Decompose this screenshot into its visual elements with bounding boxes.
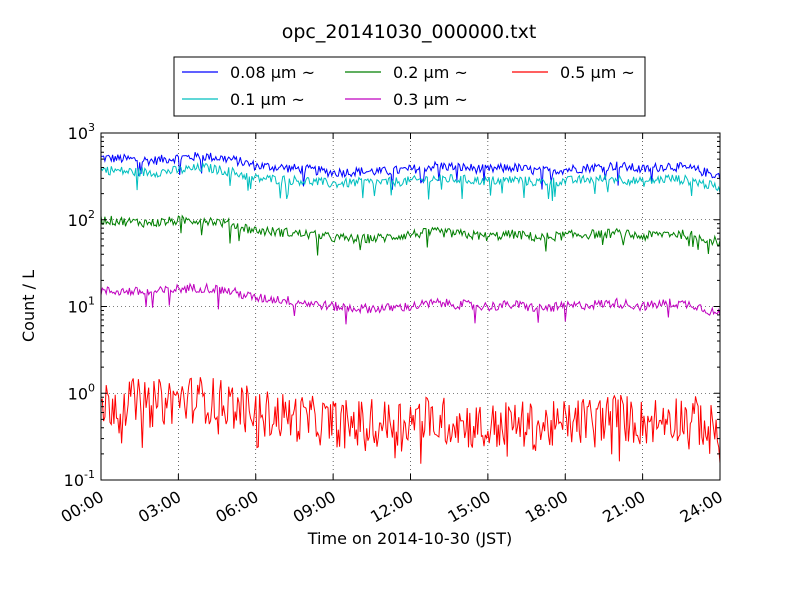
y-tick-base: 10 <box>68 384 88 403</box>
x-tick-labels: 00:00 03:00 06:00 09:00 12:00 15:00 18:00 21:00… <box>58 487 726 527</box>
series-line <box>100 214 721 256</box>
y-tick-exponent: 3 <box>88 121 95 134</box>
series-line <box>100 282 721 325</box>
chart-title: opc_20141030_000000.txt <box>282 21 537 43</box>
x-tick-label: 09:00 <box>290 487 339 527</box>
x-tick-label: 12:00 <box>367 487 416 527</box>
series-line <box>100 377 721 464</box>
legend-box <box>173 56 646 117</box>
legend-label: 0.08 μm ~ <box>230 63 315 82</box>
y-tick-exponent: 2 <box>88 208 95 221</box>
legend-label: 0.2 μm ~ <box>393 63 468 82</box>
legend-label: 0.5 μm ~ <box>560 63 635 82</box>
series-lines <box>100 152 721 464</box>
legend-label: 0.3 μm ~ <box>393 90 468 109</box>
y-tick-label: 101 <box>68 295 95 317</box>
x-axis-label: Time on 2014-10-30 (JST) <box>307 529 512 548</box>
y-tick-base: 10 <box>68 124 88 143</box>
y-tick-label: 103 <box>68 121 95 143</box>
y-tick-label: 102 <box>68 208 95 230</box>
y-tick-base: 10 <box>64 471 84 490</box>
series-line <box>100 152 721 190</box>
y-tick-exponent: 0 <box>88 381 95 394</box>
series-line <box>100 161 721 202</box>
x-tick-label: 03:00 <box>135 487 184 527</box>
y-tick-label: 10-1 <box>64 468 95 490</box>
y-tick-base: 10 <box>68 211 88 230</box>
x-tick-label: 15:00 <box>444 487 493 527</box>
x-tick-label: 18:00 <box>522 487 571 527</box>
legend: 0.08 μm ~ 0.1 μm ~ 0.2 μm ~ 0.3 μm ~ 0.5 μm … <box>173 56 646 117</box>
y-tick-base: 10 <box>68 298 88 317</box>
x-tick-label: 21:00 <box>599 487 648 527</box>
x-tick-label: 00:00 <box>58 487 107 527</box>
legend-label: 0.1 μm ~ <box>230 90 305 109</box>
x-tick-label: 24:00 <box>677 487 726 527</box>
y-tick-exponent: 1 <box>88 295 95 308</box>
y-tick-label: 100 <box>68 381 95 403</box>
y-axis-label: Count / L <box>19 270 38 342</box>
plot-area <box>100 132 721 481</box>
x-tick-label: 06:00 <box>212 487 261 527</box>
ticks <box>100 132 721 481</box>
y-tick-exponent: -1 <box>84 468 95 481</box>
